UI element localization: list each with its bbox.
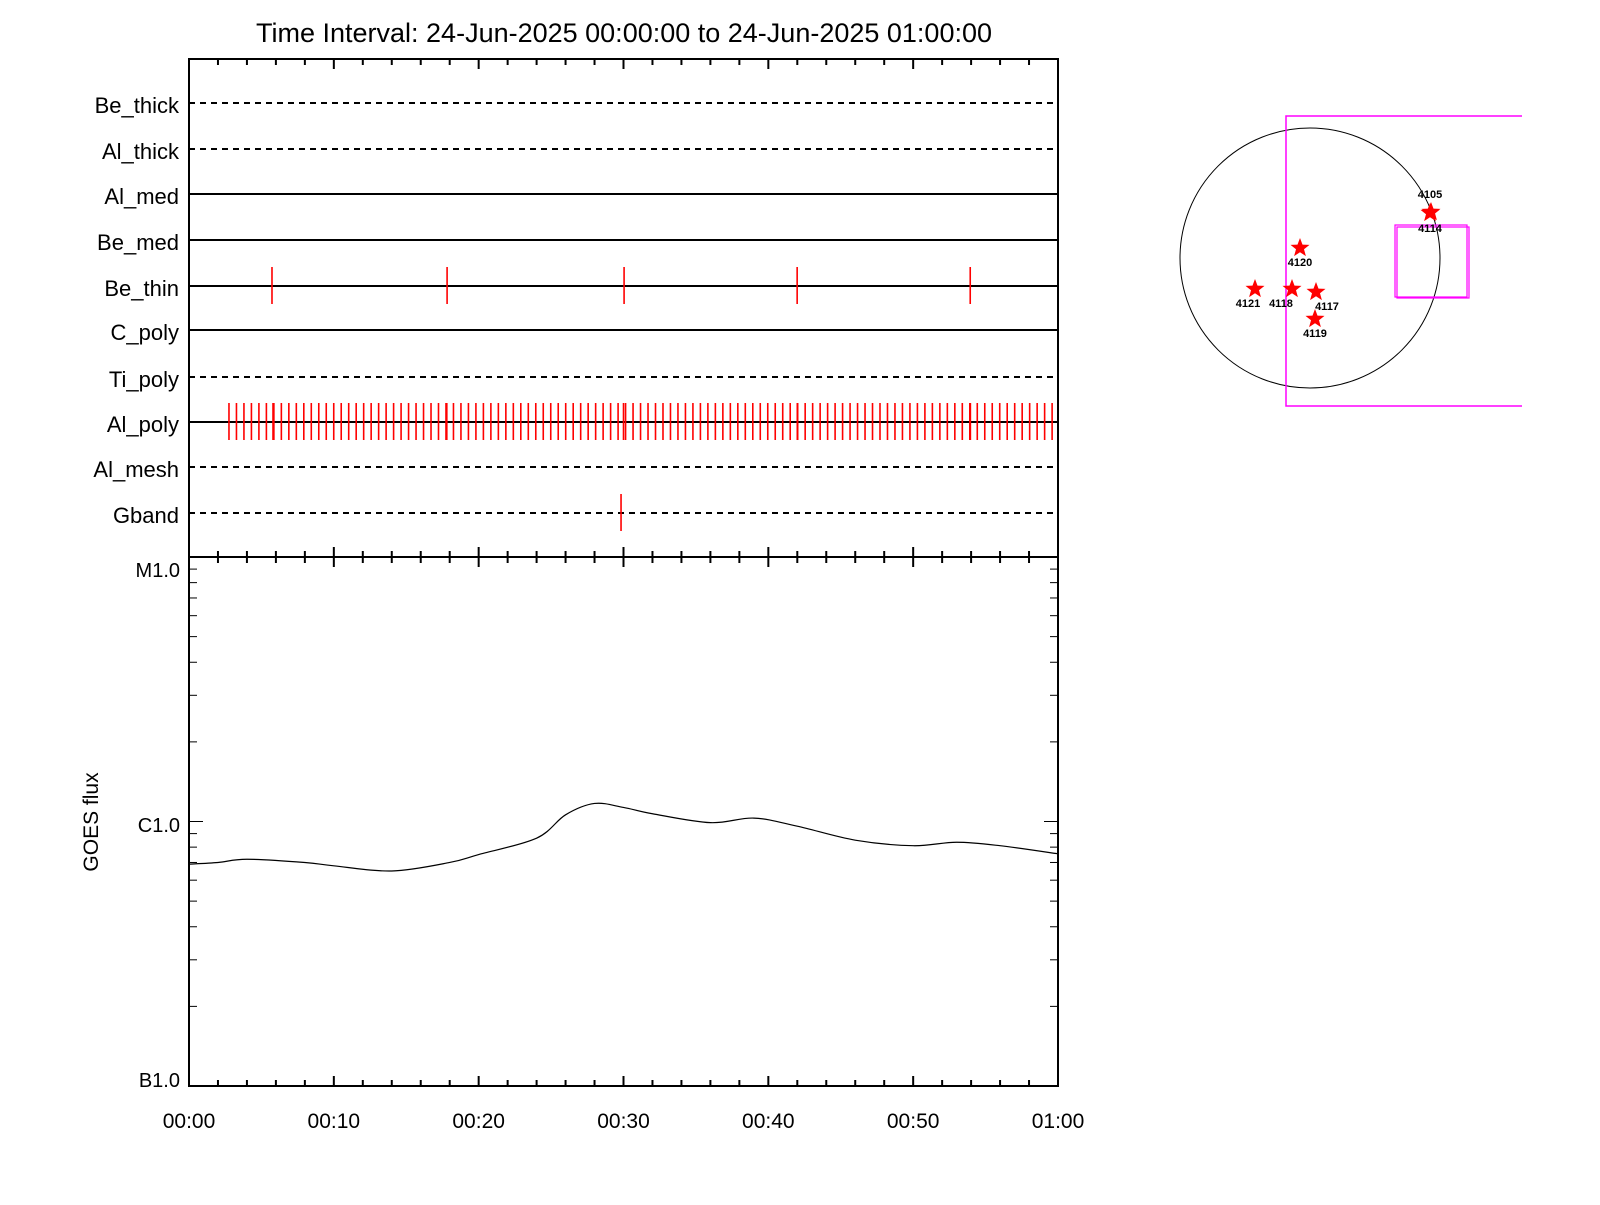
fov-box-small (1396, 226, 1470, 299)
region-label: 4119 (1303, 328, 1327, 340)
y-tick-label: M1.0 (136, 560, 180, 582)
timeline-panel: Be_thick Al_thick Al_med Be_med Be_thin C_pol… (93, 58, 1059, 558)
y-tick-label: C1.0 (138, 815, 180, 837)
x-tick-label: 00:40 (742, 1110, 795, 1133)
channel-label: Ti_poly (109, 367, 179, 392)
region-label: 4118 (1269, 298, 1293, 310)
y-tick-label: B1.0 (139, 1070, 180, 1092)
channel-label: Be_thin (104, 276, 179, 301)
channel-label: Be_med (97, 230, 179, 255)
fov-box-large (1285, 115, 1522, 407)
channel-label: C_poly (111, 320, 179, 345)
goes-flux-line (188, 802, 1059, 872)
x-tick-label: 00:20 (452, 1110, 505, 1133)
timeline-frame (188, 58, 1059, 558)
fov-box-small (1394, 224, 1468, 298)
solar-disk-map: 4121 4118 4117 4119 4120 4105 4114 (1179, 115, 1522, 407)
chart-title: Time Interval: 24-Jun-2025 00:00:00 to 2… (256, 18, 992, 48)
x-tick-label: 01:00 (1032, 1110, 1085, 1133)
goes-panel: 00:00 00:10 00:20 00:30 00:40 00:50 01:00 B1.0 C… (136, 556, 1085, 1133)
channel-label: Al_mesh (93, 457, 179, 482)
goes-frame (188, 556, 1059, 1087)
x-tick-label: 00:30 (597, 1110, 650, 1133)
x-tick-label: 00:50 (887, 1110, 940, 1133)
channel-label: Al_thick (102, 139, 180, 164)
channel-label: Be_thick (95, 93, 180, 118)
channel-label: Gband (113, 503, 179, 528)
y-axis-label: GOES flux (80, 772, 103, 872)
region-star-marker (1245, 279, 1265, 298)
region-label: 4114 (1418, 223, 1443, 235)
region-star-marker (1421, 202, 1441, 221)
region-label: 4117 (1315, 301, 1339, 313)
channel-label: Al_med (104, 184, 179, 209)
x-tick-label: 00:10 (308, 1110, 361, 1133)
region-star-marker (1305, 309, 1325, 328)
solar-limb (1179, 127, 1441, 389)
region-label: 4120 (1288, 257, 1312, 269)
region-label: 4105 (1418, 189, 1442, 201)
region-star-marker (1282, 279, 1302, 298)
region-star-marker (1306, 282, 1326, 301)
x-tick-label: 00:00 (163, 1110, 216, 1133)
channel-label: Al_poly (107, 412, 179, 437)
region-star-marker (1290, 238, 1310, 257)
region-label: 4121 (1236, 298, 1260, 310)
